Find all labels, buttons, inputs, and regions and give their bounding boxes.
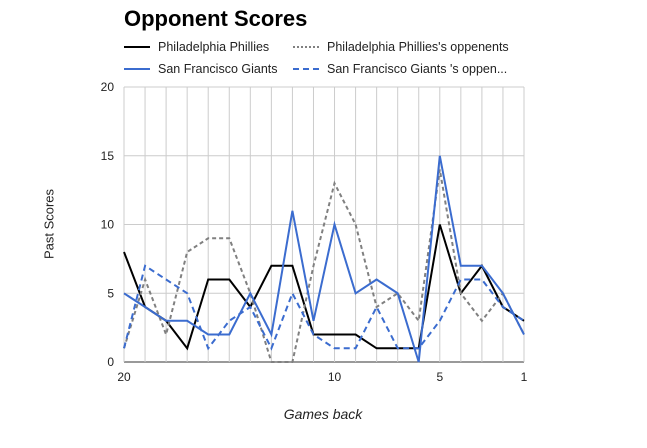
- x-tick-label: 20: [117, 370, 131, 384]
- legend-item-phillies-opponents[interactable]: Philadelphia Phillies's oppenents: [293, 40, 509, 54]
- legend-swatch-giants: [124, 68, 150, 70]
- legend-item-giants[interactable]: San Francisco Giants: [124, 62, 278, 76]
- x-tick-label: 10: [328, 370, 342, 384]
- legend-label-phillies: Philadelphia Phillies: [158, 40, 270, 54]
- legend-swatch-phillies: [124, 46, 150, 48]
- legend-label-giants-opponents: San Francisco Giants 's oppen...: [327, 62, 508, 76]
- series-line-0: [123, 224, 525, 351]
- legend-label-giants: San Francisco Giants: [158, 62, 278, 76]
- y-tick-label: 5: [107, 286, 114, 300]
- series-line-2: [123, 155, 525, 363]
- legend-label-phillies-opponents: Philadelphia Phillies's oppenents: [327, 40, 509, 54]
- series-line-1: [123, 169, 525, 363]
- x-tick-label: 5: [436, 370, 443, 384]
- legend-swatch-phillies-opponents: [293, 46, 319, 48]
- y-axis-label: Past Scores: [41, 188, 57, 260]
- x-axis-label: Games back: [283, 406, 363, 422]
- legend: Philadelphia Phillies Philadelphia Phill…: [0, 0, 647, 80]
- y-tick-label: 10: [101, 218, 115, 232]
- x-tick-label: 1: [521, 370, 528, 384]
- y-tick-label: 15: [101, 149, 115, 163]
- chart-title: Opponent Scores: [124, 6, 308, 31]
- series-line-3: [123, 264, 525, 351]
- legend-item-phillies[interactable]: Philadelphia Phillies: [124, 40, 269, 54]
- legend-swatch-giants-opponents: [293, 68, 319, 70]
- y-tick-label: 0: [107, 355, 114, 369]
- y-tick-label: 20: [101, 80, 115, 94]
- legend-item-giants-opponents[interactable]: San Francisco Giants 's oppen...: [293, 62, 507, 76]
